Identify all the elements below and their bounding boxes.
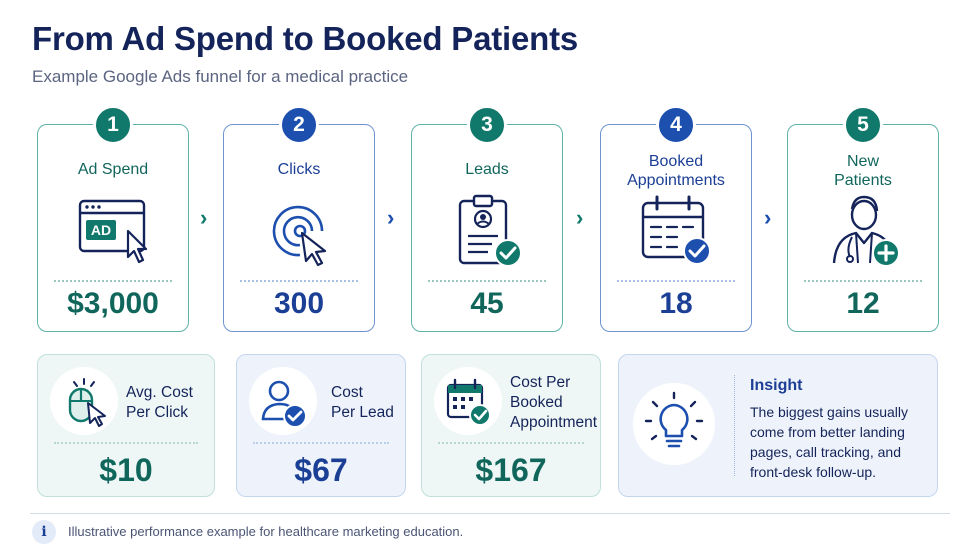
metric-label-line: Avg. Cost — [126, 384, 193, 401]
stage-value: 300 — [273, 287, 325, 320]
metric-divider — [253, 442, 389, 444]
metric-value: $10 — [99, 452, 153, 488]
stage-label: Ad Spend — [77, 161, 149, 178]
stage-label: Booked Appointments — [601, 152, 751, 190]
stage-number-badge: 5 — [843, 105, 883, 145]
metric-label: Cost Per Lead — [331, 383, 394, 423]
metric-label-line: Cost Per — [510, 374, 571, 391]
info-icon: i — [32, 520, 56, 544]
stage-divider — [804, 280, 922, 282]
footer-divider — [30, 513, 950, 514]
funnel-stage-new-patients: 5 New Patients 12 — [787, 105, 939, 332]
page-subtitle: Example Google Ads funnel for a medical … — [32, 67, 409, 86]
insight-text: The biggest gains usually come from bett… — [750, 404, 908, 480]
metric-label-line: Booked — [510, 394, 563, 411]
doctor-plus-icon — [832, 195, 900, 267]
stage-divider — [240, 280, 358, 282]
chevron-right-icon: › — [387, 205, 395, 230]
stage-number-badge: 3 — [467, 105, 507, 145]
funnel-stage-clicks: 2 Clicks 300 — [223, 105, 375, 332]
stage-divider — [54, 280, 172, 282]
funnel-stage-leads: 3 Leads 45 — [411, 105, 563, 332]
stage-value: 18 — [659, 287, 693, 320]
metric-label: Avg. Cost Per Click — [126, 383, 193, 423]
metric-card-cpl: Cost Per Lead $67 — [236, 354, 406, 497]
page-title: From Ad Spend to Booked Patients — [32, 20, 579, 57]
clipboard-check-icon — [458, 194, 522, 267]
stage-label-line: Appointments — [627, 172, 725, 189]
click-target-icon — [272, 205, 327, 267]
calendar-check-icon — [641, 195, 711, 265]
metric-divider — [54, 442, 198, 444]
stage-value: 45 — [470, 287, 504, 320]
chevron-right-icon: › — [200, 205, 208, 230]
ad-browser-icon: AD — [78, 199, 148, 264]
metric-value: $67 — [294, 452, 348, 488]
metric-card-cpba: Cost Per Booked Appointment $167 — [421, 354, 601, 497]
stage-divider — [617, 280, 735, 282]
metric-label-line: Cost — [331, 384, 363, 401]
lightbulb-icon — [633, 383, 715, 465]
stage-number-badge: 1 — [93, 105, 133, 145]
stage-value: $3,000 — [67, 287, 159, 320]
metric-label: Cost Per Booked Appointment — [510, 373, 597, 433]
stage-divider — [428, 280, 546, 282]
insight-card: Insight The biggest gains usually come f… — [618, 354, 938, 497]
stage-label-line: Patients — [834, 172, 892, 189]
calendar-check-icon — [434, 367, 502, 435]
metric-value: $167 — [475, 452, 547, 488]
funnel-stage-ad-spend: 1 Ad Spend AD $3,000 — [37, 105, 189, 332]
footer-note: Illustrative performance example for hea… — [68, 524, 464, 539]
metric-card-cpc: Avg. Cost Per Click $10 — [37, 354, 215, 497]
stage-label: Clicks — [277, 161, 321, 178]
metric-divider — [438, 442, 584, 444]
insight-divider — [734, 375, 735, 476]
stage-label: New Patients — [788, 152, 938, 190]
stage-value: 12 — [846, 287, 880, 320]
stage-label-line: Booked — [648, 153, 704, 170]
stage-label: Leads — [465, 161, 509, 178]
stage-number-badge: 4 — [656, 105, 696, 145]
metric-label-line: Per Click — [126, 404, 189, 421]
stage-number-badge: 2 — [279, 105, 319, 145]
funnel-stage-booked-appointments: 4 Booked Appointments 18 — [600, 105, 752, 332]
mouse-click-icon — [50, 367, 118, 435]
metric-label-line: Per Lead — [331, 404, 394, 421]
insight-title: Insight — [750, 377, 803, 394]
metric-label-line: Appointment — [510, 414, 598, 431]
chevron-right-icon: › — [576, 205, 584, 230]
chevron-right-icon: › — [764, 205, 772, 230]
ad-badge-text: AD — [91, 222, 111, 238]
user-check-icon — [249, 367, 317, 435]
stage-label-line: New — [846, 153, 879, 170]
